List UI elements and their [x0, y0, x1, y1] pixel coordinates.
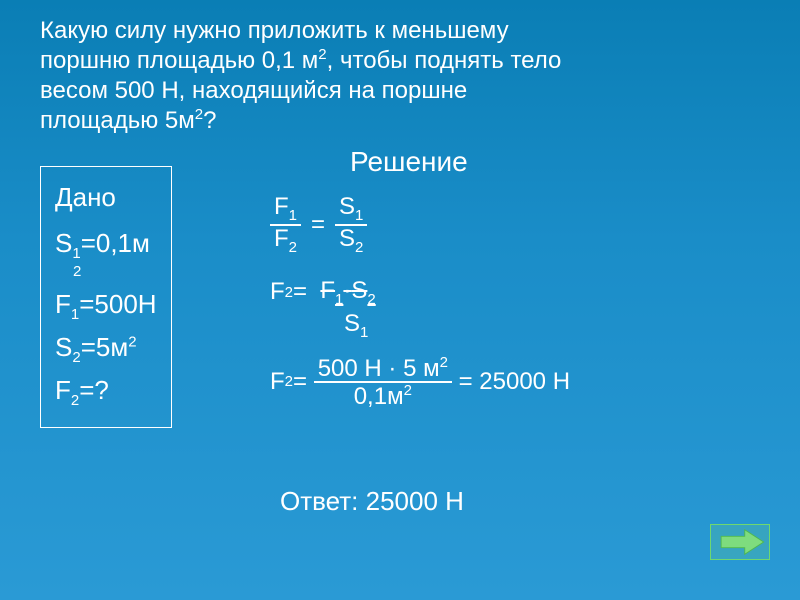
next-button[interactable]	[710, 524, 770, 560]
q-line2a: поршню площадью 0,1 м	[40, 47, 318, 74]
q-line2b: , чтобы поднять тело	[327, 47, 562, 74]
answer-line: Ответ: 25000 Н	[280, 486, 464, 517]
frac-left: F1 F2	[270, 194, 301, 255]
problem-statement: Какую силу нужно приложить к меньшему по…	[0, 0, 800, 146]
struck-numerator: F1·S2	[320, 277, 375, 308]
given-row-2: F1=500Н	[55, 284, 157, 327]
q-line3: весом 500 Н, находящийся на поршне	[40, 77, 467, 104]
solution-title: Решение	[350, 146, 468, 178]
frac-numeric: 500 Н · 5 м2 0,1м2	[314, 355, 452, 409]
q-line2-sup: 2	[318, 46, 326, 63]
given-row-3: S2=5м2	[55, 327, 157, 370]
equation-2: F2= F1·S2	[270, 277, 570, 308]
q-line1: Какую силу нужно приложить к меньшему	[40, 17, 509, 44]
equation-2-den: S1	[344, 310, 570, 341]
given-box: Дано S1=0,1м 2 F1=500Н S2=5м2 F2=?	[40, 166, 172, 428]
frac-right: S1 S2	[335, 194, 367, 255]
given-title: Дано	[55, 177, 157, 219]
given-row-4: F2=?	[55, 370, 157, 413]
equation-1: F1 F2 = S1 S2	[270, 194, 570, 255]
solution-equations: F1 F2 = S1 S2 F2= F1·S2 S1 F2= 500 Н · 5…	[270, 194, 570, 427]
q-line4-sup: 2	[195, 106, 203, 123]
equation-3: F2= 500 Н · 5 м2 0,1м2 = 25000 Н	[270, 355, 570, 409]
q-line4b: ?	[203, 107, 216, 134]
q-line4a: площадью 5м	[40, 107, 195, 134]
arrow-right-icon	[711, 525, 769, 559]
given-row-1: S1=0,1м 2	[55, 223, 157, 284]
